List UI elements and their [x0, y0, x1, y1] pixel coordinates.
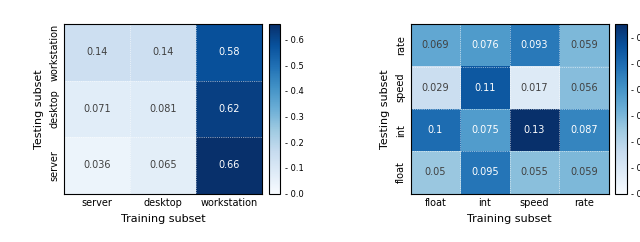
Text: 0.036: 0.036 [83, 160, 111, 170]
Y-axis label: Testing subset: Testing subset [33, 69, 44, 149]
Text: 0.095: 0.095 [471, 167, 499, 177]
Text: 0.029: 0.029 [422, 83, 449, 93]
Text: 0.076: 0.076 [471, 40, 499, 50]
Text: 0.093: 0.093 [521, 40, 548, 50]
Text: 0.1: 0.1 [428, 125, 443, 135]
Text: 0.075: 0.075 [471, 125, 499, 135]
Text: 0.065: 0.065 [149, 160, 177, 170]
Text: 0.059: 0.059 [570, 167, 598, 177]
Text: 0.087: 0.087 [570, 125, 598, 135]
Text: 0.11: 0.11 [474, 83, 495, 93]
Text: 0.66: 0.66 [218, 160, 240, 170]
Text: 0.055: 0.055 [520, 167, 548, 177]
X-axis label: Training subset: Training subset [467, 214, 552, 224]
Text: 0.58: 0.58 [218, 47, 240, 57]
Y-axis label: Testing subset: Testing subset [380, 69, 390, 149]
Text: 0.081: 0.081 [149, 104, 177, 114]
Text: 0.13: 0.13 [524, 125, 545, 135]
Text: 0.62: 0.62 [218, 104, 240, 114]
Text: 0.069: 0.069 [422, 40, 449, 50]
Text: 0.05: 0.05 [424, 167, 446, 177]
Text: 0.056: 0.056 [570, 83, 598, 93]
Text: 0.14: 0.14 [86, 47, 108, 57]
Text: 0.14: 0.14 [152, 47, 174, 57]
X-axis label: Training subset: Training subset [121, 214, 205, 224]
Text: 0.071: 0.071 [83, 104, 111, 114]
Text: 0.059: 0.059 [570, 40, 598, 50]
Text: 0.017: 0.017 [521, 83, 548, 93]
